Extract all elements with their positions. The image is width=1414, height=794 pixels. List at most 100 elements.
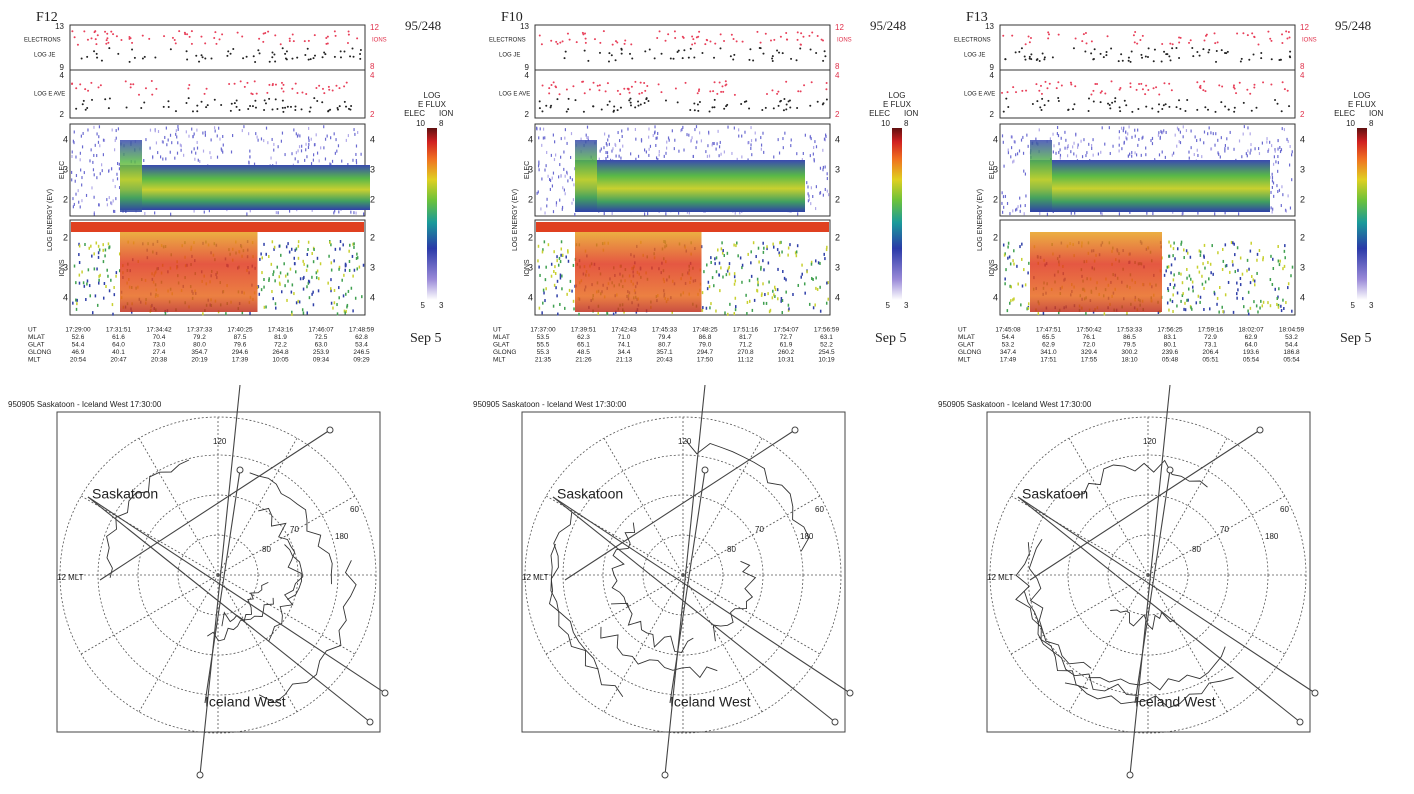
spectro-speckle bbox=[619, 148, 621, 152]
spectro-speckle bbox=[635, 137, 637, 141]
spectro-speckle bbox=[1242, 132, 1244, 136]
flux-dot bbox=[347, 33, 350, 36]
flux-dot bbox=[343, 50, 346, 53]
spectro-speckle bbox=[694, 128, 696, 132]
coastline bbox=[1028, 538, 1092, 669]
ion-speckle bbox=[671, 310, 673, 314]
spectro-speckle bbox=[114, 139, 116, 143]
electron-burst bbox=[120, 140, 142, 212]
spectro-speckle bbox=[1122, 129, 1124, 133]
flux-dot bbox=[631, 57, 634, 60]
ion-speckle bbox=[715, 256, 718, 260]
spectro-speckle bbox=[615, 154, 617, 158]
cell: 64.0 bbox=[1245, 342, 1258, 349]
flux-dot bbox=[349, 108, 352, 111]
flux-dot bbox=[629, 101, 632, 104]
flux-dot bbox=[201, 56, 204, 59]
spectro-speckle bbox=[804, 133, 806, 137]
flux-dot bbox=[281, 99, 284, 102]
spectro-speckle bbox=[1272, 162, 1275, 166]
flux-dot bbox=[628, 99, 631, 102]
ion-speckle bbox=[1171, 300, 1174, 304]
spectro-speckle bbox=[815, 145, 818, 149]
spectro-speckle bbox=[80, 134, 82, 138]
spectro-speckle bbox=[1013, 140, 1015, 144]
ion-speckle bbox=[1248, 267, 1250, 271]
ion-speckle bbox=[1237, 288, 1239, 292]
spectro-speckle bbox=[99, 144, 101, 148]
flux-dot bbox=[1169, 42, 1172, 45]
cell: 83.1 bbox=[1164, 334, 1177, 341]
spectro-speckle bbox=[547, 174, 549, 178]
ion-speckle bbox=[1191, 280, 1194, 284]
flux-dot bbox=[582, 33, 585, 36]
spectro-speckle bbox=[657, 157, 659, 161]
spectro-speckle bbox=[213, 126, 216, 130]
ion-speckle bbox=[272, 297, 274, 301]
cell: 53.2 bbox=[1002, 342, 1015, 349]
spectro-speckle bbox=[1125, 136, 1127, 140]
ion-speckle bbox=[1012, 259, 1014, 263]
spectro-speckle bbox=[1004, 194, 1007, 198]
ion-speckle bbox=[225, 312, 227, 316]
flux-dot bbox=[538, 100, 541, 103]
flux-dot bbox=[304, 54, 307, 57]
ion-speckle bbox=[1176, 304, 1178, 308]
flux-dot bbox=[719, 33, 722, 36]
ion-speckle bbox=[726, 251, 729, 255]
ion-speckle bbox=[711, 276, 714, 280]
flux-dot bbox=[658, 30, 661, 33]
spectro-speckle bbox=[72, 197, 74, 201]
spectro-speckle bbox=[1254, 147, 1256, 151]
ion-speckle bbox=[315, 271, 318, 275]
map-label: 70 bbox=[755, 525, 764, 534]
flux-dot bbox=[722, 90, 725, 93]
spectro-speckle bbox=[666, 140, 668, 144]
flux-dot bbox=[548, 87, 551, 90]
ion-speckle bbox=[1170, 271, 1172, 275]
ion-speckle bbox=[303, 262, 305, 266]
ion-speckle bbox=[1276, 296, 1279, 300]
flux-dot bbox=[1117, 60, 1120, 63]
spectro-speckle bbox=[203, 210, 205, 214]
meridian bbox=[682, 574, 763, 713]
ion-speckle bbox=[88, 246, 90, 250]
label: LOG E AVE bbox=[964, 92, 995, 98]
flux-dot bbox=[584, 41, 587, 44]
flux-dot bbox=[1152, 87, 1155, 90]
flux-dot bbox=[1192, 55, 1195, 58]
flux-dot bbox=[206, 104, 209, 107]
cell: 72.9 bbox=[1204, 334, 1217, 341]
flux-dot bbox=[252, 55, 255, 58]
ion-speckle bbox=[290, 247, 293, 251]
ion-speckle bbox=[1209, 307, 1211, 311]
spectro-speckle bbox=[551, 176, 553, 180]
flux-dot bbox=[781, 52, 784, 55]
ion-speckle bbox=[315, 276, 318, 280]
spectro-speckle bbox=[824, 165, 826, 169]
flux-dot bbox=[1242, 101, 1245, 104]
ion-speckle bbox=[762, 250, 765, 254]
ion-speckle bbox=[726, 269, 729, 273]
ion-speckle bbox=[736, 241, 738, 245]
spectro-speckle bbox=[754, 131, 756, 135]
flux-dot bbox=[1168, 82, 1171, 85]
flux-dot bbox=[822, 102, 825, 105]
spectro-speckle bbox=[260, 137, 263, 141]
flux-dot bbox=[124, 80, 127, 83]
flux-dot bbox=[1024, 43, 1027, 46]
spectro-speckle bbox=[1067, 144, 1069, 148]
ion-speckle bbox=[1262, 300, 1265, 304]
colorbar-title: E FLUX bbox=[418, 100, 447, 109]
ion-speckle bbox=[606, 312, 609, 316]
flux-dot bbox=[1073, 103, 1076, 106]
ion-speckle bbox=[284, 284, 286, 288]
spectro-speckle bbox=[1123, 141, 1125, 145]
flux-dot bbox=[803, 84, 806, 87]
ion-speckle bbox=[313, 248, 315, 252]
colorbar-label: 8 bbox=[904, 119, 909, 128]
spectro-speckle bbox=[630, 152, 632, 156]
spectro-speckle bbox=[1179, 141, 1182, 145]
flux-dot bbox=[284, 52, 287, 55]
flux-dot bbox=[1146, 55, 1149, 58]
